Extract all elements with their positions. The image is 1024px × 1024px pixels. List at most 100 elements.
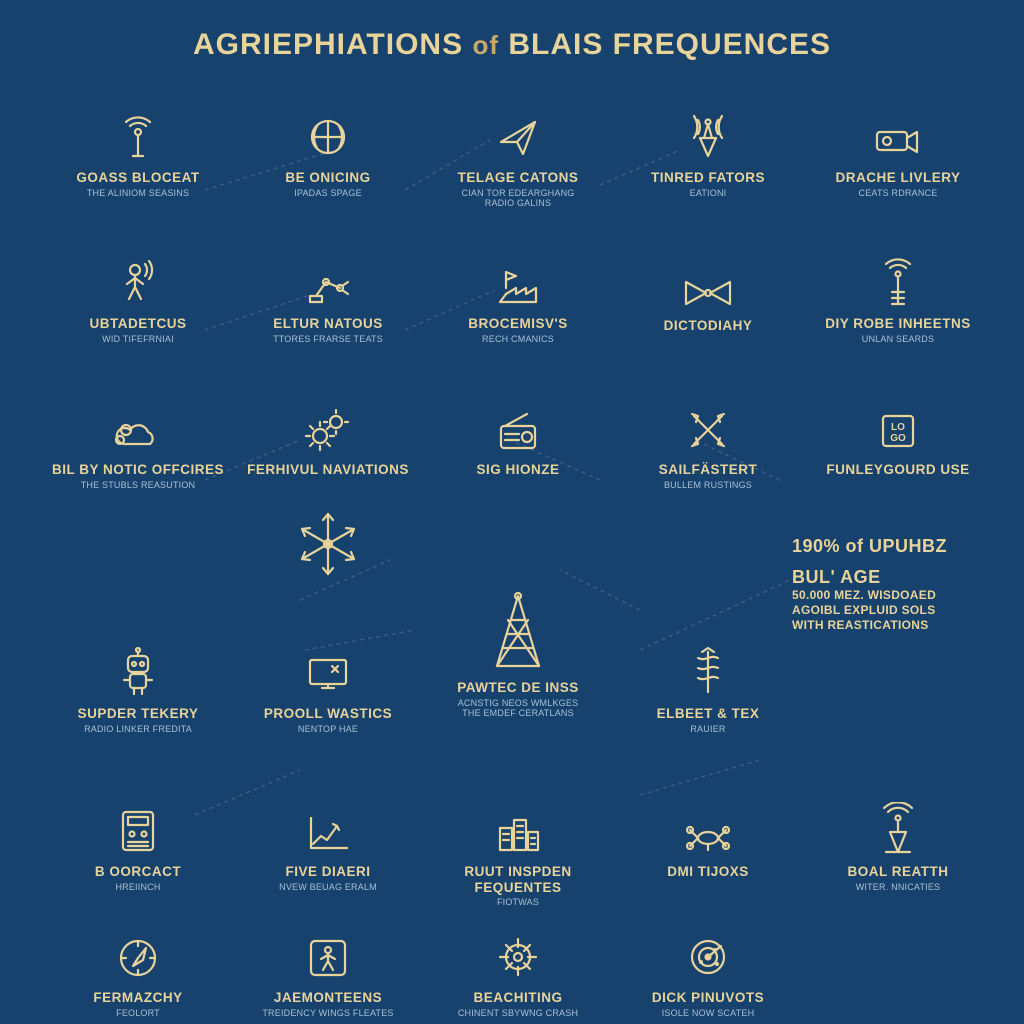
item-diy-robe: DIY ROBE INHEETNSUNLAN SEARDS [808,252,988,344]
person-signal-icon [115,252,161,308]
item-supder-tekery: SUPDER TEKERY RADIO LINKER FREDITA [48,642,228,734]
stat-headline: 190% of UPUHBZ [792,536,947,557]
item-dictodiahy: DICTODIAHY [618,254,798,334]
item-label: DICTODIAHY [664,318,753,334]
item-prooll-wastics: PROOLL WASTICS NENTOP HAE [238,642,418,734]
item-sublabel: WID TIFEFRNIAI [102,334,174,345]
antenna-signal-icon [113,106,163,162]
title-part3: BLAIS FREQUENCES [508,28,831,61]
item-label: FIVE DIAERI [285,864,370,880]
antenna-tri-icon [872,800,924,856]
item-five-diaer: FIVE DIAERI NVEW BEUAG ERALM [238,800,418,892]
factory-flag-icon [492,252,544,308]
stat-line-2: WITH REASTICATIONS [792,618,947,633]
item-label: DICK PINUVOTS [652,990,764,1006]
item-brocemisys: BROCEMISV'S RECH CMANICS [428,252,608,344]
stat-box: 190% of UPUHBZ BUL' AGE 50.000 MEZ. WISD… [792,536,947,633]
item-sublabel: HREIINCH [115,882,160,893]
item-b-oorcact: B OORCACT HREIINCH [48,800,228,892]
ship-wheel-icon [493,926,543,982]
svg-text:GO: GO [890,433,906,444]
item-pawtec-de-inss: PAWTEC DE INSS ACNSTIG NEOS WMLKGESTHE EM… [428,616,608,719]
logo-square-icon: LOGO [875,398,921,454]
bowtie-icon [680,254,736,310]
item-dmi-tijoxs: DMI TIJOXS [618,800,798,880]
item-label: BOAL REATTH [848,864,949,880]
item-label: TINRED FATORS [651,170,765,186]
item-boal-reatth: BOAL REATTH WITER. NNICATIES [808,800,988,892]
snowflake-big-icon [290,526,366,582]
item-sublabel: TREIDENCY WINGS FLEATES [262,1008,393,1019]
item-label: GOASS BLOCEAT [76,170,199,186]
item-bilby-notic: BIL BY NOTIC OFFCIRESTHE STUBLS REASUTIO… [48,398,228,490]
item-tinred-fators: TINRED FATORS EATIONI [618,106,798,198]
item-sublabel: THE STUBLS REASUTION [81,480,196,491]
item-snowflake-hub [238,526,418,590]
item-sublabel: EATIONI [690,188,727,199]
item-label: PROOLL WASTICS [264,706,392,722]
item-label: B OORCACT [95,864,181,880]
robot-icon [114,642,162,698]
item-fermazchy: FERMAZCHYFEOLORT [48,926,228,1018]
item-sublabel: CEATS RDRANCE [859,188,938,199]
item-sublabel: NENTOP HAE [298,724,358,735]
item-sublabel: WITER. NNICATIES [856,882,941,893]
paper-plane-icon [493,106,543,162]
item-label: DIY ROBE INHEETNS [825,316,971,332]
monitor-icon [302,642,354,698]
item-ruut-inspden: RUUT INSPDEN FEQUENTES FIOTWAS [428,800,608,908]
item-sublabel: RECH CMANICS [482,334,554,345]
globe-icon [303,106,353,162]
caduceus-icon [686,642,730,698]
item-drache-livlery: DRACHE LIVLERYCEATS RDRANCE [808,106,988,198]
item-sublabel: CIAN TOR EDEARGHANGRADIO GALINS [462,188,575,210]
title-part2: of [472,30,499,60]
radar-dots-icon [683,926,733,982]
item-ubtadetcus: UBTADETCUS WID TIFEFRNIAI [48,252,228,344]
tower-waves-icon [682,106,734,162]
item-label: JAEMONTEENS [274,990,382,1006]
item-sublabel: NVEW BEUAG ERALM [279,882,377,893]
item-label: UBTADETCUS [90,316,187,332]
item-label: SAILFÄSTERT [659,462,758,478]
item-sublabel: TTORES FRARSE TEATS [273,334,383,345]
item-sublabel: THE ALINIOM SEASINS [87,188,189,199]
item-be-onicing: BE ONICINGIPADAS SPAGE [238,106,418,198]
gears-icon [302,398,354,454]
item-goass-blocet: GOASS BLOCEAT THE ALINIOM SEASINS [48,106,228,198]
item-label: SUPDER TEKERY [78,706,199,722]
item-label: FUNLEYGOURD USE [826,462,969,478]
item-sublabel: IPADAS SPAGE [294,188,362,199]
item-sailfastert: SAILFÄSTERT BULLEM RUSTINGS [618,398,798,490]
item-elbeet-atex: ELBEET & TEXRAUIER [618,642,798,734]
item-sublabel: RADIO LINKER FREDITA [84,724,192,735]
item-sublabel: CHINENT SBYWNG CRASH [458,1008,578,1019]
item-label: SIG HIONZE [476,462,559,478]
item-label: PAWTEC DE INSS [457,680,579,696]
tower-big-icon [483,616,553,672]
item-dick-pinuvots: DICK PINUVOTSISOLE NOW SCATEH [618,926,798,1018]
item-label: BROCEMISV'S [468,316,567,332]
item-sublabel: FEOLORT [116,1008,160,1019]
item-ferhivul: FERHIVUL NAVIATIONS [238,398,418,478]
control-panel-icon [115,800,161,856]
drone-icon [680,800,736,856]
item-eltur-natous: ELTUR NATOUSTTORES FRARSE TEATS [238,252,418,344]
item-beachiting: BEACHITING CHINENT SBYWNG CRASH [428,926,608,1018]
item-sublabel: FIOTWAS [497,897,539,908]
svg-text:LO: LO [891,422,905,433]
stat-title: BUL' AGE [792,567,947,588]
robot-arm-icon [302,252,354,308]
item-label: RUUT INSPDEN FEQUENTES [428,864,608,895]
item-label: DMI TIJOXS [667,864,749,880]
item-sublabel: ACNSTIG NEOS WMLKGESTHE EMDEF CERATLANS [458,698,579,720]
item-funleygourd: LOGO FUNLEYGOURD USE [808,398,988,478]
stat-line-1: AGOIBL EXPLUID SOLS [792,603,947,618]
chart-up-icon [303,800,353,856]
stat-line-0: 50.000 MEZ. WISDOAED [792,588,947,603]
item-label: BEACHITING [474,990,563,1006]
item-sublabel: BULLEM RUSTINGS [664,480,752,491]
item-sighonze: SIG HIONZE [428,398,608,478]
mast-wifi-icon [875,252,921,308]
item-telage-catons: TELAGE CATONSCIAN TOR EDEARGHANGRADIO GA… [428,106,608,209]
